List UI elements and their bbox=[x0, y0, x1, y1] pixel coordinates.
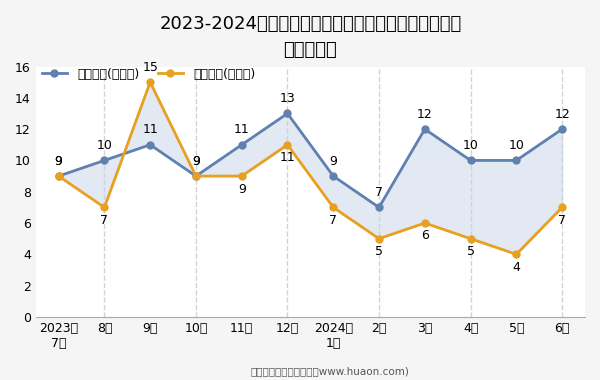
Line: 出口总额(亿美元): 出口总额(亿美元) bbox=[55, 110, 566, 211]
出口总额(亿美元) bbox=[238, 142, 245, 147]
Text: 7: 7 bbox=[558, 214, 566, 227]
出口总额(亿美元) bbox=[376, 205, 383, 210]
Text: 7: 7 bbox=[375, 186, 383, 199]
进口总额(亿美元) bbox=[421, 221, 428, 225]
进口总额(亿美元) bbox=[101, 205, 108, 210]
出口总额(亿美元) bbox=[101, 158, 108, 163]
Text: 12: 12 bbox=[417, 108, 433, 121]
Text: 9: 9 bbox=[238, 182, 245, 196]
出口总额(亿美元) bbox=[329, 174, 337, 178]
出口总额(亿美元) bbox=[193, 174, 200, 178]
Text: 11: 11 bbox=[280, 151, 295, 164]
出口总额(亿美元) bbox=[467, 158, 474, 163]
进口总额(亿美元) bbox=[284, 142, 291, 147]
Text: 9: 9 bbox=[55, 155, 62, 168]
Line: 进口总额(亿美元): 进口总额(亿美元) bbox=[55, 79, 566, 258]
进口总额(亿美元) bbox=[193, 174, 200, 178]
Text: 9: 9 bbox=[192, 155, 200, 168]
Text: 11: 11 bbox=[142, 124, 158, 136]
Text: 5: 5 bbox=[375, 245, 383, 258]
Text: 4: 4 bbox=[512, 261, 520, 274]
进口总额(亿美元) bbox=[513, 252, 520, 257]
出口总额(亿美元) bbox=[513, 158, 520, 163]
Legend: 出口总额(亿美元), 进口总额(亿美元): 出口总额(亿美元), 进口总额(亿美元) bbox=[42, 68, 255, 81]
Text: 7: 7 bbox=[329, 214, 337, 227]
Text: 9: 9 bbox=[55, 155, 62, 168]
出口总额(亿美元) bbox=[284, 111, 291, 116]
出口总额(亿美元) bbox=[146, 142, 154, 147]
Text: 6: 6 bbox=[421, 230, 429, 242]
Text: 13: 13 bbox=[280, 92, 295, 105]
进口总额(亿美元) bbox=[376, 236, 383, 241]
Text: 11: 11 bbox=[234, 124, 250, 136]
Text: 15: 15 bbox=[142, 61, 158, 74]
Text: 10: 10 bbox=[508, 139, 524, 152]
Text: 5: 5 bbox=[467, 245, 475, 258]
Text: 制图：华经产业研究院（www.huaon.com): 制图：华经产业研究院（www.huaon.com) bbox=[251, 366, 409, 376]
进口总额(亿美元) bbox=[238, 174, 245, 178]
Text: 10: 10 bbox=[463, 139, 479, 152]
出口总额(亿美元) bbox=[559, 127, 566, 131]
Text: 10: 10 bbox=[97, 139, 112, 152]
进口总额(亿美元) bbox=[559, 205, 566, 210]
出口总额(亿美元) bbox=[55, 174, 62, 178]
Text: 9: 9 bbox=[192, 155, 200, 168]
进口总额(亿美元) bbox=[55, 174, 62, 178]
出口总额(亿美元) bbox=[421, 127, 428, 131]
进口总额(亿美元) bbox=[146, 80, 154, 84]
Text: 12: 12 bbox=[554, 108, 570, 121]
进口总额(亿美元) bbox=[467, 236, 474, 241]
Text: 7: 7 bbox=[100, 214, 109, 227]
Title: 2023-2024年合肥经济技术开发区商品收发货人所在地
进、出口额: 2023-2024年合肥经济技术开发区商品收发货人所在地 进、出口额 bbox=[159, 15, 461, 59]
Text: 9: 9 bbox=[329, 155, 337, 168]
进口总额(亿美元) bbox=[329, 205, 337, 210]
